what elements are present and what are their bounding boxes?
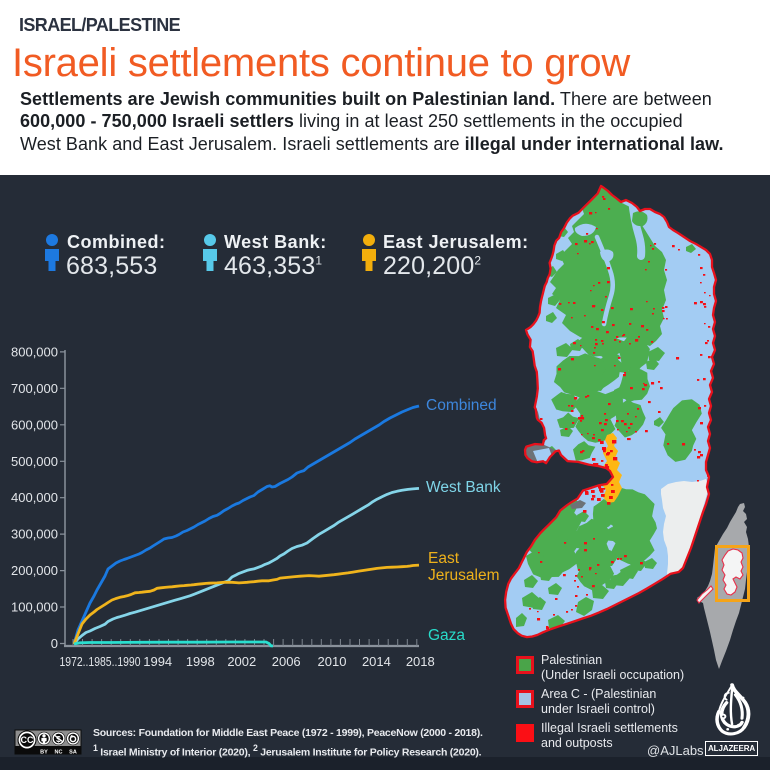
svg-text:2002: 2002 xyxy=(227,654,256,669)
svg-text:2018: 2018 xyxy=(406,654,435,669)
svg-text:800,000: 800,000 xyxy=(11,344,58,359)
svg-text:1994: 1994 xyxy=(143,654,172,669)
svg-text:400,000: 400,000 xyxy=(11,490,58,505)
svg-text:200,000: 200,000 xyxy=(11,563,58,578)
svg-text:2014: 2014 xyxy=(362,654,391,669)
svg-text:2010: 2010 xyxy=(318,654,347,669)
svg-text:700,000: 700,000 xyxy=(11,381,58,396)
svg-text:100,000: 100,000 xyxy=(11,600,58,615)
svg-text:SA: SA xyxy=(69,750,77,756)
svg-text:300,000: 300,000 xyxy=(11,527,58,542)
svg-text:2006: 2006 xyxy=(272,654,301,669)
svg-text:1972..1985..1990: 1972..1985..1990 xyxy=(60,654,141,669)
svg-text:Combined: Combined xyxy=(426,397,497,414)
svg-text:CC: CC xyxy=(21,735,34,745)
svg-text:1998: 1998 xyxy=(186,654,215,669)
svg-text:West Bank: West Bank xyxy=(426,479,501,496)
svg-text:0: 0 xyxy=(51,636,58,651)
svg-text:NC: NC xyxy=(55,750,63,756)
svg-text:BY: BY xyxy=(40,750,48,756)
svg-text:600,000: 600,000 xyxy=(11,417,58,432)
svg-text:East: East xyxy=(428,550,460,567)
svg-text:500,000: 500,000 xyxy=(11,454,58,469)
svg-text:Gaza: Gaza xyxy=(428,627,465,644)
svg-text:Jerusalem: Jerusalem xyxy=(428,567,500,584)
